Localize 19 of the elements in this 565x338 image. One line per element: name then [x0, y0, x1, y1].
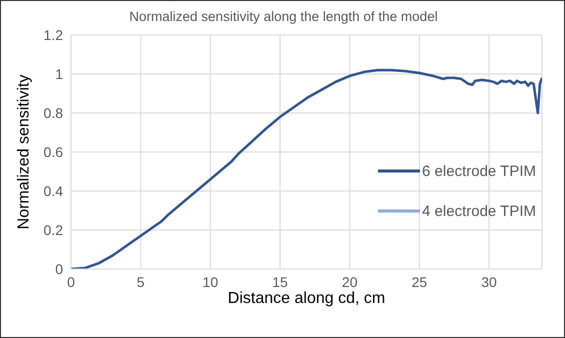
y-tick-label: 0.6	[44, 144, 64, 160]
y-tick-label: 1	[55, 66, 64, 82]
y-axis-title: Normalized sensitivity	[16, 74, 33, 230]
x-tick-label: 30	[481, 274, 498, 290]
y-tick-label: 0.8	[44, 104, 64, 121]
x-tick-label: 10	[202, 274, 218, 290]
chart-title: Normalized sensitivity along the length of the model	[128, 9, 439, 24]
x-tick-label: 20	[342, 274, 358, 290]
x-tick-label: 15	[272, 274, 288, 290]
y-tick-label: 0.4	[44, 182, 64, 199]
y-tick-label: 0.2	[44, 222, 64, 238]
legend-label: 6 electrode TPIM	[422, 162, 536, 180]
y-tick-label: 0	[55, 260, 64, 277]
x-tick-label: 0	[67, 274, 76, 290]
legend-label: 4 electrode TPIM	[422, 202, 536, 220]
x-axis-title: Distance along cd, cm	[228, 290, 386, 307]
x-tick-label: 5	[136, 274, 145, 290]
y-tick-label: 1.2	[44, 26, 64, 43]
x-tick-label: 25	[412, 274, 428, 290]
